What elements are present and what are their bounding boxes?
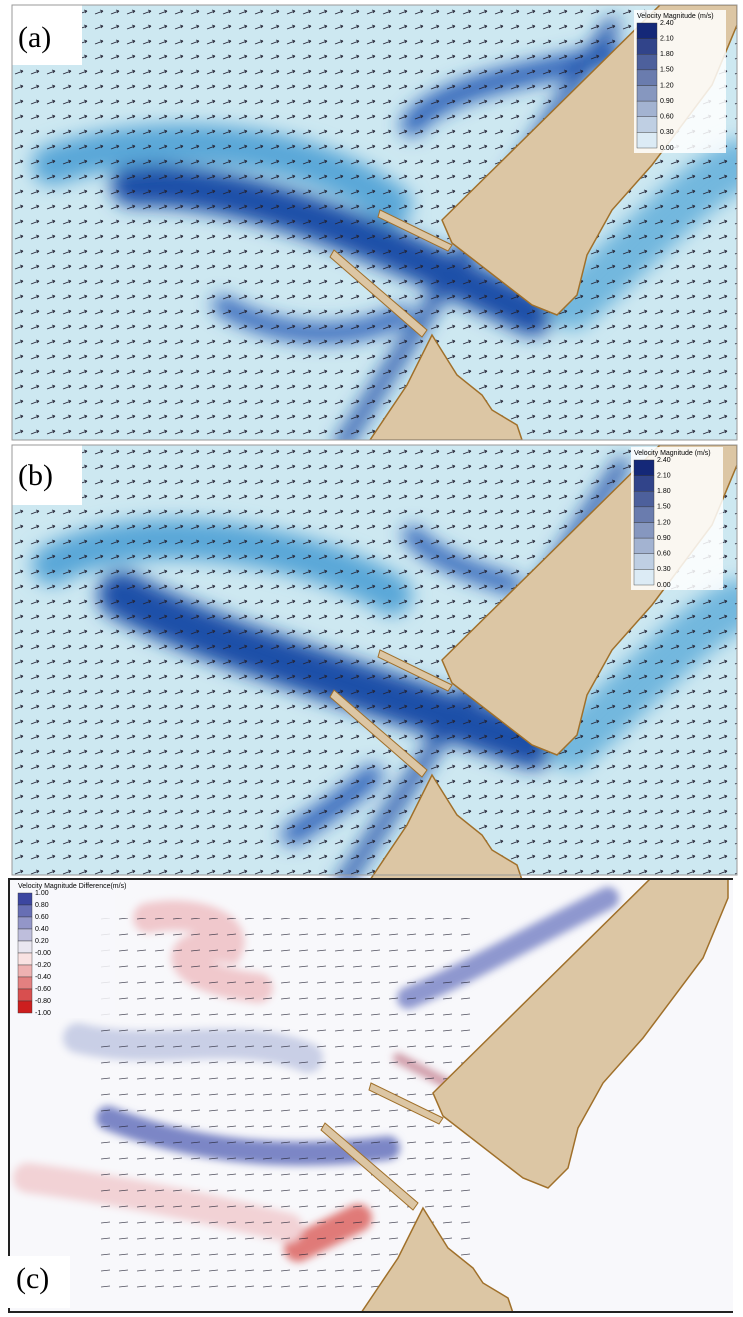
legend-tick: 2.40	[657, 457, 671, 464]
legend-swatch	[634, 538, 654, 554]
legend-tick: 0.30	[660, 129, 674, 136]
legend-tick: 1.20	[657, 519, 671, 526]
legend-tick: -1.00	[35, 1010, 51, 1017]
legend-tick: 1.50	[660, 67, 674, 74]
legend-tick: 0.60	[657, 551, 671, 558]
legend-tick: -0.60	[35, 986, 51, 993]
legend-tick: 1.80	[660, 51, 674, 58]
legend-swatch	[637, 70, 657, 86]
legend-tick: 0.60	[660, 114, 674, 121]
legend-tick: 1.50	[657, 504, 671, 511]
legend-swatch	[637, 101, 657, 117]
legend-swatch	[634, 554, 654, 570]
legend-swatch	[637, 117, 657, 133]
legend-tick: 2.10	[657, 472, 671, 479]
legend-tick: -0.20	[35, 962, 51, 969]
legend-tick: 0.60	[35, 914, 49, 921]
legend-tick: 2.40	[660, 20, 674, 27]
legend-tick: 0.20	[35, 938, 49, 945]
legend-swatch	[637, 54, 657, 70]
legend-title: Velocity Magnitude (m/s)	[637, 13, 714, 20]
legend-tick: -0.80	[35, 998, 51, 1005]
legend-tick: -0.00	[35, 950, 51, 957]
legend-swatch	[637, 39, 657, 55]
legend-tick: 0.90	[657, 535, 671, 542]
legend-swatch	[18, 1001, 32, 1013]
legend-swatch	[634, 569, 654, 585]
legend-swatch	[634, 507, 654, 523]
legend-tick: 0.00	[657, 582, 671, 589]
legend-swatch	[18, 953, 32, 965]
legend-title: Velocity Magnitude Difference(m/s)	[18, 883, 126, 890]
panel-a: (a) Velocity Magnitude (m/s)2.40 2.10 1.80 1…	[12, 5, 737, 445]
figure: (a)Velocity Magnitude (m/s)2.402.101.801…	[0, 0, 743, 1317]
legend-tick: 0.00	[660, 145, 674, 152]
legend-swatch	[18, 917, 32, 929]
legend-swatch	[18, 941, 32, 953]
legend-swatch	[637, 86, 657, 102]
panel-label: (c)	[16, 1262, 49, 1295]
panel-c: (c) Velocity Magnitude Difference(m/s)1.0…	[8, 878, 738, 1313]
legend-swatch	[634, 523, 654, 539]
legend-swatch	[18, 893, 32, 905]
legend-swatch	[18, 905, 32, 917]
legend-tick: 0.30	[657, 566, 671, 573]
panel-label: (a)	[18, 21, 51, 54]
legend-swatch	[18, 965, 32, 977]
legend-tick: 1.20	[660, 82, 674, 89]
panel-b: (b) Velocity Magnitude (m/s)2.40 2.10 1.80 1…	[12, 445, 737, 885]
legend-swatch	[18, 977, 32, 989]
panel-label: (b)	[18, 459, 53, 492]
legend-tick: -0.40	[35, 974, 51, 981]
legend-swatch	[18, 929, 32, 941]
legend-tick: 1.00	[35, 890, 49, 897]
legend-tick: 1.80	[657, 488, 671, 495]
legend-tick: 0.40	[35, 926, 49, 933]
legend-tick: 0.90	[660, 98, 674, 105]
legend-swatch	[634, 460, 654, 476]
legend-swatch	[634, 491, 654, 507]
legend-tick: 2.10	[660, 35, 674, 42]
legend-title: Velocity Magnitude (m/s)	[634, 450, 711, 457]
legend-swatch	[18, 989, 32, 1001]
legend-swatch	[637, 132, 657, 148]
legend-swatch	[634, 476, 654, 492]
legend-swatch	[637, 23, 657, 39]
legend-tick: 0.80	[35, 902, 49, 909]
